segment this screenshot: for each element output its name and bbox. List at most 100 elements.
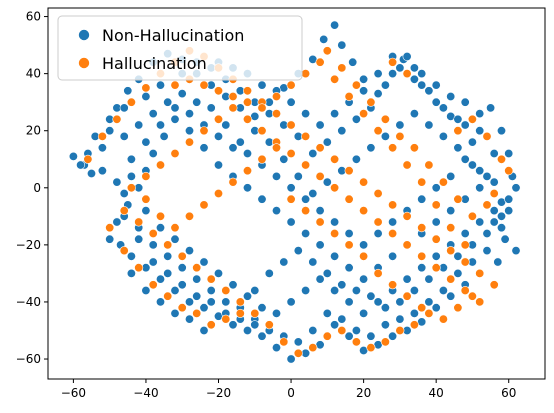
point-non-hallucination (126, 171, 136, 181)
point-non-hallucination (185, 126, 195, 136)
point-non-hallucination (68, 151, 78, 161)
point-non-hallucination (315, 120, 325, 130)
point-hallucination (315, 217, 325, 227)
point-non-hallucination (482, 229, 492, 239)
x-tick-label: 60 (501, 386, 516, 400)
y-tick-label: 20 (26, 124, 41, 138)
point-non-hallucination (250, 285, 260, 295)
point-non-hallucination (330, 320, 340, 330)
point-non-hallucination (243, 149, 253, 159)
point-non-hallucination (438, 103, 448, 113)
point-hallucination (257, 103, 267, 113)
point-non-hallucination (359, 86, 369, 96)
point-non-hallucination (380, 303, 390, 313)
point-non-hallucination (438, 131, 448, 141)
point-non-hallucination (293, 171, 303, 181)
point-hallucination (235, 297, 245, 307)
point-non-hallucination (163, 268, 173, 278)
point-non-hallucination (214, 160, 224, 170)
point-non-hallucination (417, 80, 427, 90)
point-non-hallucination (453, 268, 463, 278)
point-hallucination (286, 194, 296, 204)
point-non-hallucination (163, 251, 173, 261)
point-non-hallucination (337, 40, 347, 50)
point-non-hallucination (87, 169, 97, 179)
point-non-hallucination (496, 211, 506, 221)
point-hallucination (482, 200, 492, 210)
point-non-hallucination (206, 285, 216, 295)
point-hallucination (395, 131, 405, 141)
point-non-hallucination (486, 103, 496, 113)
point-hallucination (409, 320, 419, 330)
point-hallucination (119, 206, 129, 216)
point-non-hallucination (134, 234, 144, 244)
point-hallucination (243, 166, 253, 176)
point-hallucination (351, 337, 361, 347)
point-non-hallucination (373, 69, 383, 79)
point-non-hallucination (301, 285, 311, 295)
point-hallucination (286, 149, 296, 159)
point-non-hallucination (351, 325, 361, 335)
point-non-hallucination (148, 257, 158, 267)
point-non-hallucination (228, 280, 238, 290)
point-non-hallucination (504, 149, 514, 159)
point-non-hallucination (344, 229, 354, 239)
point-hallucination (330, 229, 340, 239)
point-non-hallucination (250, 320, 260, 330)
point-non-hallucination (170, 308, 180, 318)
point-hallucination (402, 211, 412, 221)
point-non-hallucination (431, 251, 441, 261)
point-non-hallucination (141, 92, 151, 102)
point-hallucination (359, 177, 369, 187)
point-hallucination (330, 183, 340, 193)
point-non-hallucination (380, 131, 390, 141)
legend-marker-non-hallucination (78, 29, 90, 41)
point-hallucination (475, 268, 485, 278)
point-non-hallucination (76, 160, 86, 170)
point-non-hallucination (489, 206, 499, 216)
point-non-hallucination (395, 120, 405, 130)
point-non-hallucination (496, 126, 506, 136)
point-non-hallucination (424, 120, 434, 130)
point-hallucination (271, 143, 281, 153)
point-hallucination (141, 83, 151, 93)
point-hallucination (322, 331, 332, 341)
point-non-hallucination (279, 257, 289, 267)
point-hallucination (460, 240, 470, 250)
point-non-hallucination (373, 297, 383, 307)
point-hallucination (489, 189, 499, 199)
point-non-hallucination (163, 97, 173, 107)
point-hallucination (214, 86, 224, 96)
point-non-hallucination (156, 223, 166, 233)
point-hallucination (134, 217, 144, 227)
point-non-hallucination (257, 194, 267, 204)
point-hallucination (417, 223, 427, 233)
point-hallucination (417, 251, 427, 261)
point-hallucination (214, 114, 224, 124)
point-non-hallucination (373, 229, 383, 239)
point-non-hallucination (228, 143, 238, 153)
point-non-hallucination (206, 103, 216, 113)
point-non-hallucination (424, 86, 434, 96)
point-hallucination (177, 303, 187, 313)
point-hallucination (344, 92, 354, 102)
point-non-hallucination (424, 274, 434, 284)
point-hallucination (170, 149, 180, 159)
point-non-hallucination (460, 97, 470, 107)
point-non-hallucination (170, 103, 180, 113)
point-non-hallucination (257, 303, 267, 313)
point-hallucination (417, 303, 427, 313)
point-hallucination (460, 285, 470, 295)
point-hallucination (366, 343, 376, 353)
point-hallucination (475, 297, 485, 307)
point-non-hallucination (322, 308, 332, 318)
point-hallucination (199, 80, 209, 90)
point-hallucination (126, 97, 136, 107)
point-non-hallucination (159, 131, 169, 141)
y-tick-label: −20 (16, 238, 41, 252)
point-non-hallucination (170, 234, 180, 244)
point-non-hallucination (330, 217, 340, 227)
point-non-hallucination (177, 263, 187, 273)
point-non-hallucination (431, 97, 441, 107)
